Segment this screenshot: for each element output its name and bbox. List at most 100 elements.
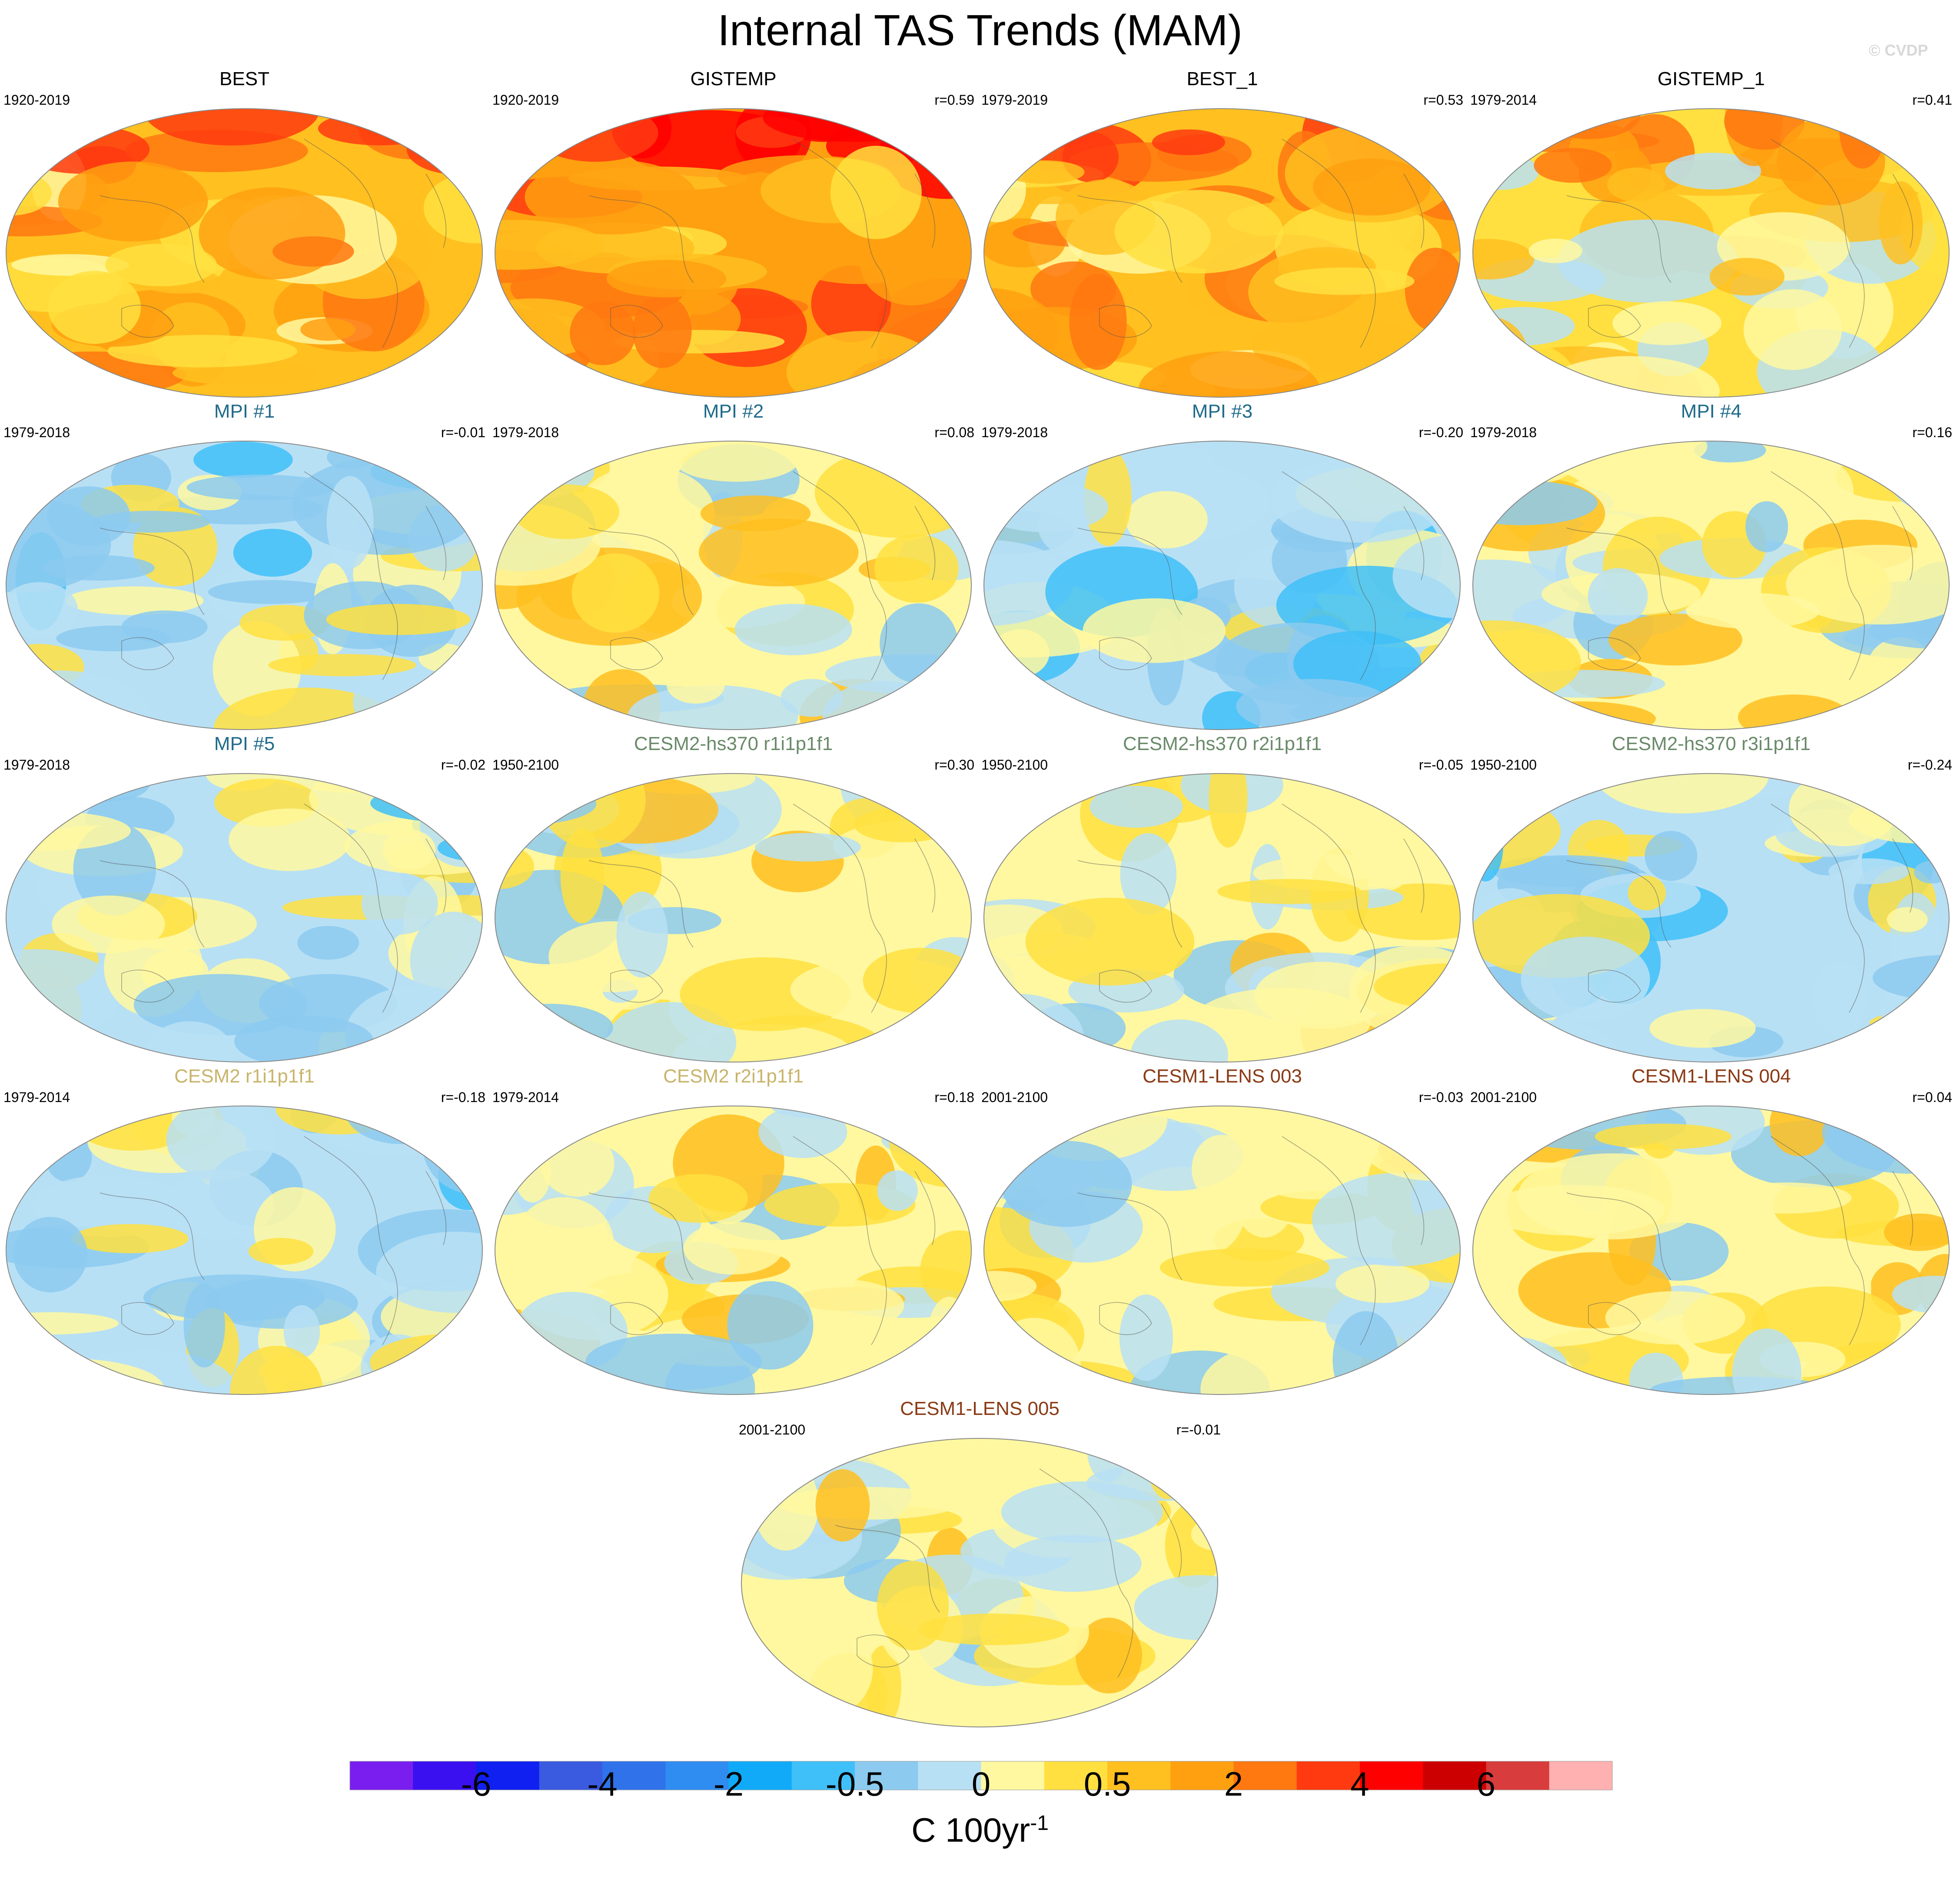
trend-anomaly-region <box>575 465 715 562</box>
coastline-outline <box>1566 1136 1913 1345</box>
map-panel: MPI #5 1979-2018 r=-0.02 <box>0 730 489 1063</box>
colorbar-segment <box>1296 1761 1360 1790</box>
map-border <box>6 108 483 398</box>
trend-anomaly-region <box>863 948 971 1013</box>
colorbar-segment <box>1170 1761 1234 1790</box>
trend-anomaly-region <box>1192 1135 1252 1204</box>
map-border <box>6 1106 483 1395</box>
robinson-map <box>983 441 1461 730</box>
panel-title: MPI #4 <box>1681 401 1742 422</box>
trend-anomaly-region <box>1628 876 1666 910</box>
colorbar-segment <box>539 1761 603 1790</box>
trend-anomaly-region <box>1364 1023 1460 1062</box>
trend-anomaly-region <box>1770 1106 1830 1156</box>
trend-anomaly-region <box>616 891 668 978</box>
trend-anomaly-region <box>754 833 861 862</box>
trend-anomaly-region <box>560 828 605 923</box>
trend-anomaly-region <box>291 457 480 555</box>
trend-anomaly-region <box>6 141 28 191</box>
trend-anomaly-region <box>1217 879 1362 904</box>
trend-anomaly-region <box>1209 774 1248 848</box>
map-panel: BEST_1 1979-2019 r=0.53 <box>978 65 1467 398</box>
trend-anomaly-region <box>1685 593 1820 629</box>
trend-anomaly-region <box>781 679 843 717</box>
panel-title: MPI #3 <box>1192 401 1253 422</box>
trend-anomaly-region <box>525 159 697 235</box>
trend-anomaly-region <box>1413 1023 1457 1062</box>
trend-anomaly-region <box>762 1580 813 1615</box>
trend-anomaly-region <box>442 116 482 152</box>
trend-anomaly-region <box>6 366 106 397</box>
robinson-map <box>6 441 483 730</box>
trend-anomaly-region <box>1087 1438 1128 1482</box>
panel-period: 1920-2019 <box>492 92 559 108</box>
panel-period: 1979-2019 <box>981 92 1048 108</box>
trend-anomaly-region <box>1418 783 1460 826</box>
trend-anomaly-region <box>984 687 1030 712</box>
trend-anomaly-region <box>1119 1294 1173 1381</box>
panel-period: 1979-2018 <box>3 757 70 773</box>
trend-anomaly-region <box>1392 535 1460 618</box>
colorbar-unit-base: C 100yr <box>911 1811 1030 1849</box>
trend-anomaly-region <box>991 629 1050 677</box>
coastline-outline <box>588 804 936 1013</box>
map-panel: MPI #3 1979-2018 r=-0.20 <box>978 398 1467 730</box>
trend-anomaly-region <box>1720 1182 1852 1214</box>
trend-anomaly-region <box>121 610 208 644</box>
trend-anomaly-region <box>166 1169 275 1241</box>
trend-anomaly-region <box>1193 988 1371 1055</box>
colorbar-segment <box>728 1761 792 1790</box>
trend-anomaly-region <box>1405 248 1460 332</box>
trend-anomaly-region <box>1528 239 1582 263</box>
trend-anomaly-region <box>1130 1019 1229 1062</box>
panel-correlation: r=0.16 <box>1912 425 1952 440</box>
trend-anomaly-region <box>1694 441 1766 463</box>
trend-anomaly-region <box>1274 267 1415 295</box>
trend-anomaly-region <box>1744 289 1842 370</box>
panel-title: MPI #5 <box>214 733 275 754</box>
panel-period: 1950-2100 <box>981 757 1048 773</box>
trend-anomaly-region <box>105 243 217 286</box>
trend-anomaly-region <box>950 448 971 515</box>
trend-anomaly-region <box>1083 598 1226 663</box>
trend-anomaly-region <box>1732 1328 1802 1395</box>
panel-title: CESM1-LENS 003 <box>1143 1066 1302 1087</box>
panel-correlation: r=-0.05 <box>1419 757 1463 773</box>
trend-anomaly-region <box>52 895 165 953</box>
map-border <box>6 773 483 1063</box>
trend-anomaly-region <box>606 259 727 298</box>
colorbar-segment <box>1549 1761 1613 1790</box>
trend-anomaly-region <box>1884 1213 1949 1251</box>
trend-anomaly-region <box>12 450 63 487</box>
trend-anomaly-region <box>1473 1339 1517 1395</box>
panel-period: 1920-2019 <box>3 92 70 108</box>
robinson-map <box>1472 773 1950 1063</box>
trend-anomaly-region <box>1789 774 1899 847</box>
coastline-outline <box>588 139 936 348</box>
map-border <box>983 1106 1461 1395</box>
trend-anomaly-region <box>893 1355 970 1395</box>
coastline-outline <box>588 1136 936 1345</box>
trend-anomaly-region <box>47 486 130 546</box>
map-panel: CESM2-hs370 r2i1p1f1 1950-2100 r=-0.05 <box>978 730 1467 1063</box>
trend-anomaly-region <box>1025 897 1195 986</box>
trend-anomaly-region <box>1816 465 1854 524</box>
trend-anomaly-region <box>877 1561 949 1650</box>
trend-anomaly-region <box>927 1297 971 1382</box>
trend-anomaly-region <box>514 1145 551 1202</box>
colorbar-unit-exponent: -1 <box>1030 1812 1049 1835</box>
panel-title: MPI #2 <box>703 401 764 422</box>
panel-correlation: r=-0.02 <box>441 757 485 773</box>
trend-anomaly-region <box>502 809 542 844</box>
trend-anomaly-region <box>632 294 692 368</box>
trend-anomaly-region <box>183 1283 225 1368</box>
trend-anomaly-region <box>571 553 660 633</box>
panel-title: CESM1-LENS 004 <box>1631 1066 1791 1087</box>
panel-period: 1979-2018 <box>981 425 1048 440</box>
map-border <box>495 1106 972 1395</box>
map-border <box>495 108 972 398</box>
trend-anomaly-region <box>1200 1344 1352 1395</box>
trend-anomaly-region <box>300 318 355 341</box>
panel-period: 2001-2100 <box>1470 1089 1537 1105</box>
